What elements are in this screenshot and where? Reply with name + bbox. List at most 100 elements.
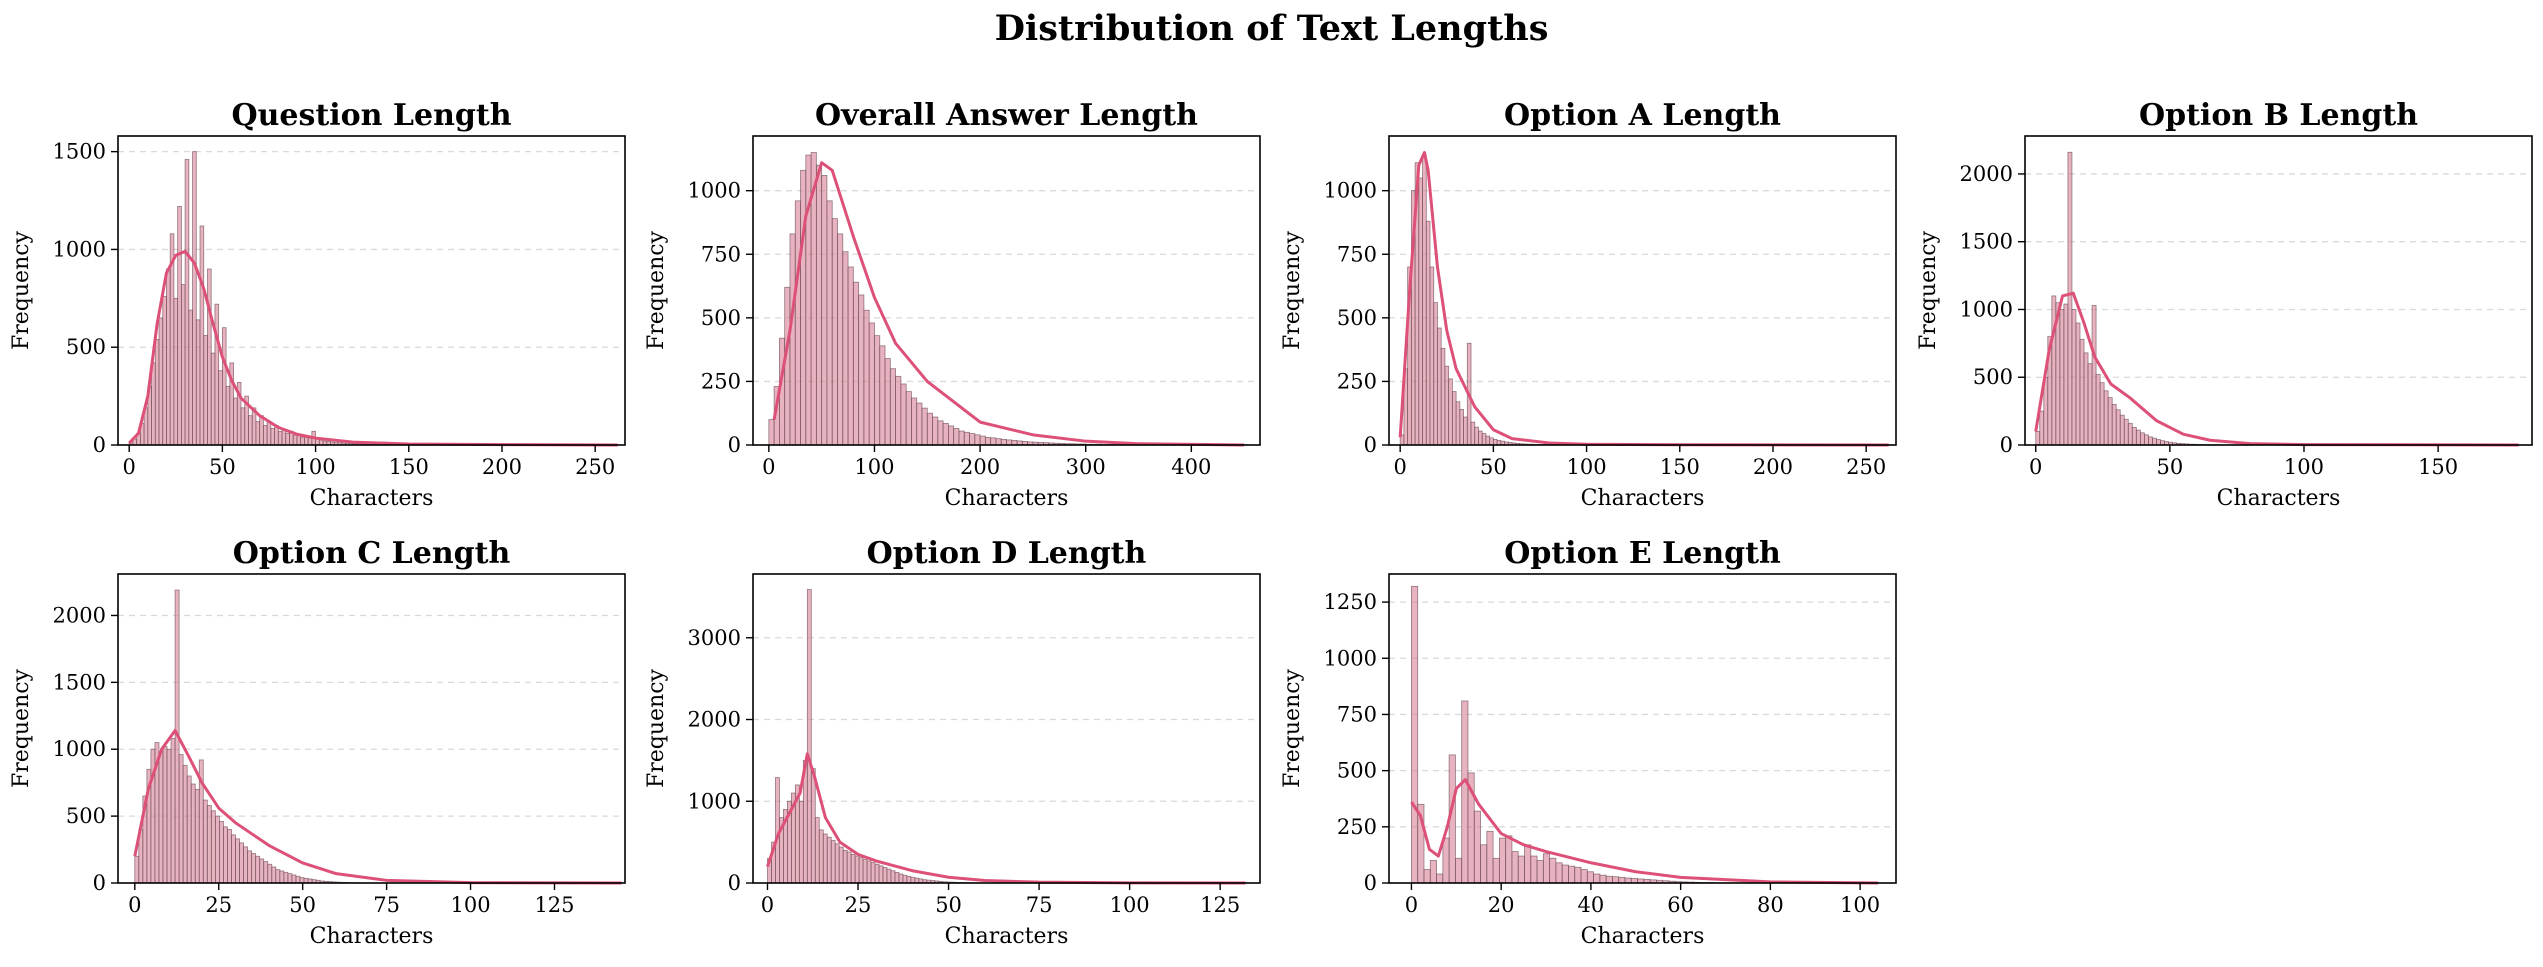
histogram-bar [1593, 873, 1601, 884]
y-tick-label: 2000 [53, 603, 106, 627]
histogram-bar [810, 768, 816, 884]
histogram-bar [195, 319, 201, 446]
subplot-5: 0 25 50 75 100 125 0 500 1000 1500 2000 Option C Le… [9, 536, 626, 949]
histogram-bar [259, 858, 265, 884]
y-tick-label: 1000 [688, 179, 741, 203]
histogram-bar [262, 425, 268, 446]
histogram-bar [2143, 434, 2149, 446]
histogram-bar [2067, 151, 2073, 446]
histogram-bar [838, 846, 844, 884]
histogram-bar [300, 436, 305, 446]
y-tick-label: 500 [66, 804, 106, 828]
histogram-bar [173, 297, 179, 446]
histogram-bar [898, 873, 904, 884]
histogram-bar [218, 370, 223, 446]
subplot-6: 0 25 50 75 100 125 0 1000 2000 3000 Option D Lengt… [644, 536, 1261, 949]
subplot-title: Question Length [231, 98, 511, 133]
histogram-bar [882, 867, 888, 884]
histogram-bar [834, 843, 840, 884]
histogram-bar [1461, 700, 1469, 884]
subplot-title: Option C Length [233, 536, 511, 571]
x-tick-label: 100 [1567, 455, 1607, 479]
histogram-bar [768, 419, 775, 446]
x-tick-label: 300 [1066, 455, 1106, 479]
histogram-bar [295, 875, 301, 884]
histogram-bar [285, 432, 290, 446]
histogram-bar [1425, 220, 1431, 446]
histogram-bar [182, 764, 188, 884]
y-tick-label: 1000 [1324, 179, 1377, 203]
x-tick-label: 100 [2284, 455, 2324, 479]
histogram-bar [2111, 403, 2117, 446]
histogram-bar [942, 422, 949, 446]
histogram-bar [243, 846, 249, 884]
histogram-bar [180, 284, 186, 446]
x-axis-label: Characters [2217, 486, 2341, 511]
y-tick-label: 1000 [1960, 297, 2013, 321]
axes-frame [2024, 135, 2533, 446]
x-axis-label: Characters [310, 486, 434, 511]
subplot-2: 0 100 200 300 400 0 250 500 750 1000 Overall Answe… [644, 98, 1261, 511]
histogram-bar [158, 317, 164, 446]
histogram-bar [203, 335, 208, 446]
histogram-bar [1612, 876, 1620, 884]
subplot-title: Option A Length [1504, 98, 1781, 133]
histogram-bar [188, 309, 193, 446]
histogram-bar [214, 815, 220, 884]
histogram-bar [1542, 853, 1551, 884]
histogram-bar [281, 428, 287, 446]
histogram-bar [283, 871, 289, 884]
histogram-bar [1000, 439, 1007, 446]
histogram-bar [194, 788, 200, 884]
histogram-bar [1451, 391, 1457, 446]
y-tick-label: 1000 [53, 737, 106, 761]
histogram-bar [1586, 871, 1594, 884]
histogram-bar [894, 871, 900, 884]
histogram-bar [1444, 365, 1450, 446]
histogram-bar [932, 416, 939, 446]
y-tick-label: 1000 [1324, 646, 1377, 670]
histogram-bar [1480, 844, 1488, 884]
kde-line [2034, 291, 2519, 447]
histogram-bar [206, 805, 212, 884]
histogram-bar [235, 838, 240, 884]
histogram-bar [1455, 857, 1463, 884]
histogram-bar [2083, 352, 2089, 446]
histogram-bar [275, 869, 281, 884]
histogram-bar [1555, 862, 1563, 884]
histogram-bar [1530, 855, 1538, 884]
histogram-bar [2071, 309, 2077, 446]
histogram-bar [267, 863, 273, 884]
histogram-bar [266, 421, 272, 446]
histogram-bar [2095, 374, 2101, 446]
kde-line [128, 249, 618, 447]
histogram-bar [1492, 857, 1500, 884]
y-axis-label: Frequency [1916, 230, 1941, 350]
x-tick-label: 25 [205, 893, 232, 917]
histogram-bar [926, 412, 933, 446]
histogram-bar [291, 874, 297, 884]
histogram-bar [2107, 397, 2113, 446]
x-tick-label: 0 [1393, 455, 1406, 479]
histogram-bar [2127, 422, 2133, 446]
y-tick-label: 500 [1337, 306, 1377, 330]
histogram-bar [227, 829, 232, 884]
histogram-bar [1436, 873, 1444, 884]
histogram-bar [1470, 421, 1476, 446]
histogram-bar [1455, 401, 1461, 446]
histogram-bar [852, 281, 860, 446]
histogram-bar [995, 438, 1002, 446]
x-tick-label: 100 [296, 455, 336, 479]
subplot-3: 0 50 100 150 200 250 0 250 500 750 1000 Option A Le… [1280, 98, 1897, 511]
x-tick-label: 125 [1200, 893, 1240, 917]
histogram-bar [2059, 309, 2065, 446]
histogram-bar [190, 783, 196, 884]
kde-line [772, 161, 1245, 447]
histogram-bar [889, 368, 896, 446]
x-tick-label: 50 [209, 455, 236, 479]
y-tick-label: 500 [701, 306, 741, 330]
y-tick-label: 500 [66, 335, 106, 359]
histogram-bar [151, 362, 156, 446]
y-tick-label: 750 [1337, 242, 1377, 266]
axes-frame [752, 573, 1261, 884]
